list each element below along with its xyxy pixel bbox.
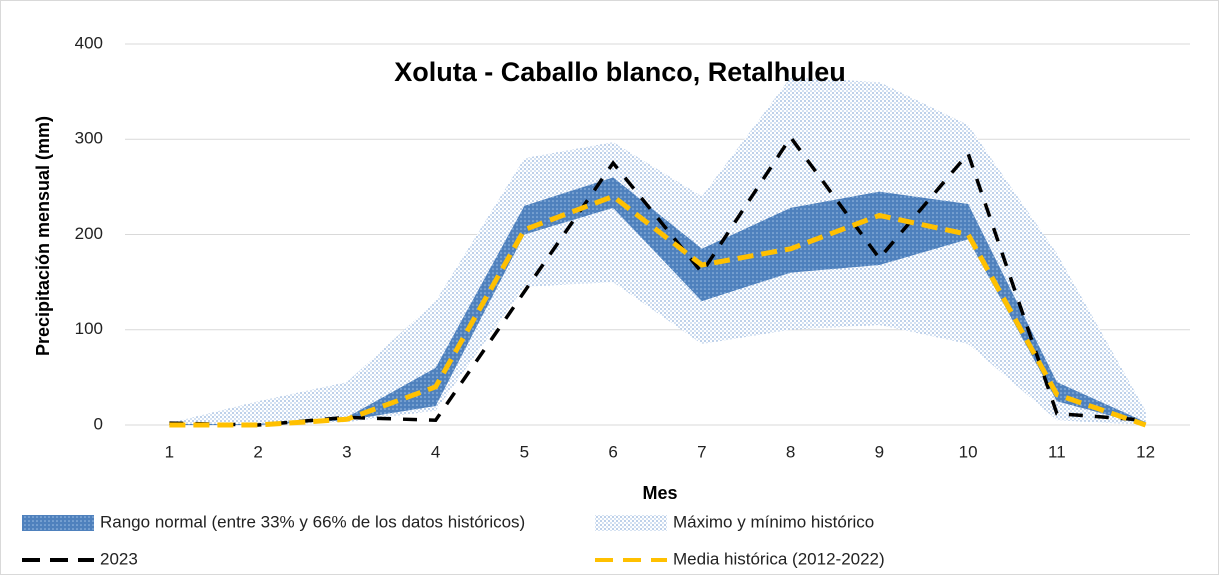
x-tick-label: 10 [959,442,978,461]
y-tick-label: 0 [94,414,103,433]
line [169,193,1147,428]
x-tick-label: 7 [697,442,706,461]
x-tick-label: 3 [342,442,351,461]
chart-title: Xoluta - Caballo blanco, Retalhuleu [394,57,846,87]
x-tick-label: 5 [520,442,529,461]
x-tick-label: 2 [253,442,262,461]
legend-label: Media histórica (2012-2022) [673,549,885,568]
legend-swatch [22,515,94,531]
legend-label: Rango normal (entre 33% y 66% de los dat… [100,512,525,531]
y-tick-label: 300 [75,129,103,148]
y-tick-label: 400 [75,33,103,52]
x-tick-label: 1 [165,442,174,461]
x-tick-label: 9 [875,442,884,461]
y-axis-label: Precipitación mensual (mm) [33,116,53,356]
range-band [169,177,1146,425]
x-tick-label: 8 [786,442,795,461]
legend-swatch [595,515,667,531]
x-tick-label: 12 [1136,442,1155,461]
legend-label: 2023 [100,549,138,568]
x-axis-label: Mes [642,483,677,503]
x-tick-label: 4 [431,442,440,461]
x-tick-label: 6 [608,442,617,461]
legend-label: Máximo y mínimo histórico [673,512,874,531]
y-tick-label: 200 [75,224,103,243]
line [169,134,1146,427]
y-tick-label: 100 [75,319,103,338]
x-tick-label: 11 [1048,442,1066,461]
